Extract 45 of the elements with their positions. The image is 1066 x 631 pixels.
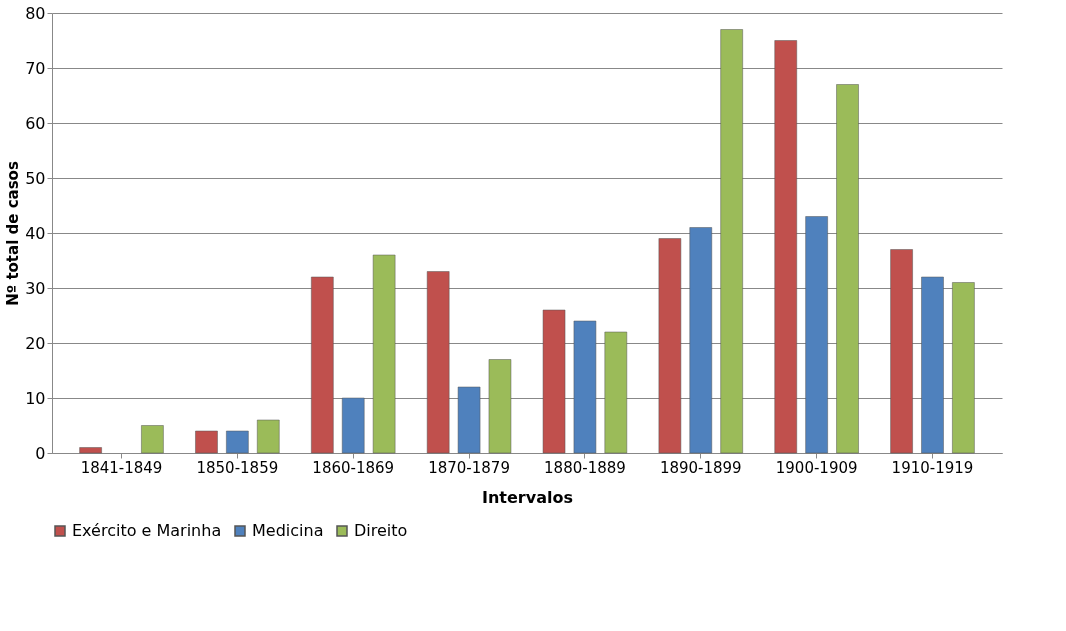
y-tick-label: 50 <box>25 168 46 188</box>
bar <box>341 397 365 454</box>
legend-label: Direito <box>354 521 408 540</box>
x-tick-label: 1890-1899 <box>659 458 742 477</box>
bar <box>952 282 975 454</box>
y-tick-label: 0 <box>35 443 46 463</box>
x-tick-label: 1860-1869 <box>312 458 395 477</box>
x-tick-label: 1880-1889 <box>544 458 626 477</box>
x-axis-title: Intervalos <box>482 487 573 507</box>
y-tick-label: 30 <box>25 278 46 298</box>
bar <box>921 276 944 454</box>
bar <box>311 276 334 454</box>
bar <box>372 254 396 454</box>
x-tick-label: 1910-1919 <box>891 458 974 477</box>
x-tick-label: 1850-1859 <box>196 458 279 477</box>
bar <box>257 419 280 454</box>
bar <box>195 430 218 454</box>
bar <box>226 430 249 454</box>
y-tick-label: 60 <box>25 113 46 133</box>
legend-label: Exército e Marinha <box>72 521 222 540</box>
bar <box>890 249 913 454</box>
y-tick-label: 80 <box>25 3 46 23</box>
x-tick-label: 1870-1879 <box>428 458 510 477</box>
bar <box>488 359 512 454</box>
y-axis-title: Nº total de casos <box>4 161 23 306</box>
x-tick-label: 1841-1849 <box>80 458 163 477</box>
bar <box>141 425 164 454</box>
legend-label: Medicina <box>252 521 324 540</box>
y-tick-label: 10 <box>25 388 46 408</box>
bar <box>720 29 743 454</box>
bar <box>774 40 797 454</box>
y-tick-label: 70 <box>25 58 46 78</box>
bar <box>542 309 566 454</box>
bar <box>457 386 481 454</box>
bar <box>573 320 597 454</box>
y-tick-label: 20 <box>25 333 46 353</box>
bar <box>604 331 628 454</box>
bar <box>79 447 102 454</box>
bar <box>805 216 828 454</box>
bar <box>689 227 713 454</box>
x-tick-label: 1900-1909 <box>775 458 858 477</box>
bar <box>836 84 859 454</box>
bar <box>426 271 450 454</box>
bar <box>658 238 682 454</box>
y-tick-label: 40 <box>25 223 46 243</box>
